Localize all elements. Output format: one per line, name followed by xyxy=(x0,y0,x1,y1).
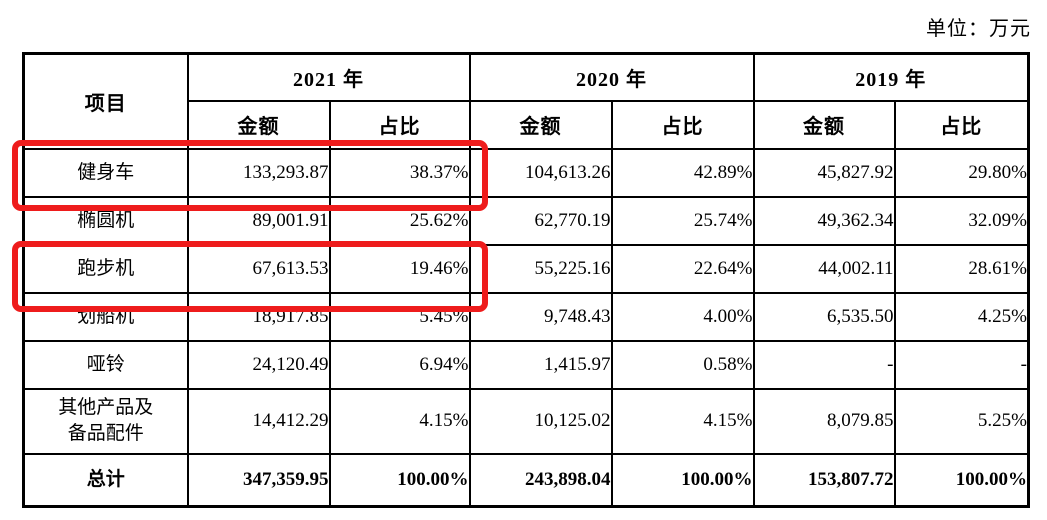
cell-share-2019: 5.25% xyxy=(893,387,1030,455)
cell-share-2021: 100.00% xyxy=(328,452,471,508)
cell-share-2020: 22.64% xyxy=(610,243,755,294)
cell-share-2019: 100.00% xyxy=(893,452,1030,508)
cell-share-2021: 38.37% xyxy=(328,147,471,198)
cell-amount-2019: - xyxy=(752,339,896,390)
cell-amount-2020: 243,898.04 xyxy=(468,452,613,508)
cell-amount-2019: 6,535.50 xyxy=(752,291,896,342)
cell-amount-2020: 62,770.19 xyxy=(468,195,613,246)
cell-share-2021: 5.45% xyxy=(328,291,471,342)
unit-label: 单位：万元 xyxy=(926,18,1031,40)
col-header-amount-2021: 金额 xyxy=(186,99,331,150)
cell-amount-2021: 14,412.29 xyxy=(186,387,331,455)
row-label: 划船机 xyxy=(22,291,189,342)
cell-amount-2019: 8,079.85 xyxy=(752,387,896,455)
cell-amount-2019: 49,362.34 xyxy=(752,195,896,246)
cell-share-2019: 4.25% xyxy=(893,291,1030,342)
cell-amount-2021: 89,001.91 xyxy=(186,195,331,246)
table-row-rowing-machine: 划船机 18,917.85 5.45% 9,748.43 4.00% 6,535… xyxy=(22,291,1030,342)
revenue-by-product-table: 项目 2021 年 2020 年 2019 年 金额 占比 金额 占比 金额 占… xyxy=(22,52,1030,508)
row-label: 其他产品及 备品配件 xyxy=(22,387,189,455)
col-header-year-2019: 2019 年 xyxy=(752,52,1030,102)
cell-amount-2021: 67,613.53 xyxy=(186,243,331,294)
row-label: 哑铃 xyxy=(22,339,189,390)
col-header-share-2021: 占比 xyxy=(328,99,471,150)
table-row-exercise-bike: 健身车 133,293.87 38.37% 104,613.26 42.89% … xyxy=(22,147,1030,198)
cell-amount-2021: 24,120.49 xyxy=(186,339,331,390)
cell-amount-2020: 9,748.43 xyxy=(468,291,613,342)
row-label: 跑步机 xyxy=(22,243,189,294)
cell-share-2020: 4.00% xyxy=(610,291,755,342)
cell-share-2020: 25.74% xyxy=(610,195,755,246)
table-row-elliptical: 椭圆机 89,001.91 25.62% 62,770.19 25.74% 49… xyxy=(22,195,1030,246)
cell-amount-2019: 153,807.72 xyxy=(752,452,896,508)
row-label: 总计 xyxy=(22,452,189,508)
cell-share-2020: 0.58% xyxy=(610,339,755,390)
row-label: 健身车 xyxy=(22,147,189,198)
table-row-other-products: 其他产品及 备品配件 14,412.29 4.15% 10,125.02 4.1… xyxy=(22,387,1030,455)
cell-amount-2020: 1,415.97 xyxy=(468,339,613,390)
cell-share-2019: 32.09% xyxy=(893,195,1030,246)
cell-share-2020: 42.89% xyxy=(610,147,755,198)
table-header-year-row: 项目 2021 年 2020 年 2019 年 xyxy=(22,52,1030,150)
col-header-share-2019: 占比 xyxy=(893,99,1030,150)
cell-amount-2020: 55,225.16 xyxy=(468,243,613,294)
col-header-item: 项目 xyxy=(22,52,189,150)
cell-share-2019: - xyxy=(893,339,1030,390)
cell-amount-2021: 347,359.95 xyxy=(186,452,331,508)
cell-amount-2020: 104,613.26 xyxy=(468,147,613,198)
table-row-treadmill: 跑步机 67,613.53 19.46% 55,225.16 22.64% 44… xyxy=(22,243,1030,294)
col-header-share-2020: 占比 xyxy=(610,99,755,150)
col-header-year-2020: 2020 年 xyxy=(468,52,755,102)
cell-share-2021: 6.94% xyxy=(328,339,471,390)
cell-amount-2019: 44,002.11 xyxy=(752,243,896,294)
cell-amount-2019: 45,827.92 xyxy=(752,147,896,198)
cell-amount-2021: 18,917.85 xyxy=(186,291,331,342)
cell-share-2019: 29.80% xyxy=(893,147,1030,198)
col-header-amount-2020: 金额 xyxy=(468,99,613,150)
cell-share-2020: 4.15% xyxy=(610,387,755,455)
cell-amount-2021: 133,293.87 xyxy=(186,147,331,198)
cell-share-2021: 25.62% xyxy=(328,195,471,246)
cell-share-2020: 100.00% xyxy=(610,452,755,508)
cell-share-2021: 4.15% xyxy=(328,387,471,455)
cell-share-2021: 19.46% xyxy=(328,243,471,294)
row-label: 椭圆机 xyxy=(22,195,189,246)
cell-amount-2020: 10,125.02 xyxy=(468,387,613,455)
cell-share-2019: 28.61% xyxy=(893,243,1030,294)
col-header-amount-2019: 金额 xyxy=(752,99,896,150)
table-row-total: 总计 347,359.95 100.00% 243,898.04 100.00%… xyxy=(22,452,1030,508)
col-header-year-2021: 2021 年 xyxy=(186,52,471,102)
table-row-dumbbell: 哑铃 24,120.49 6.94% 1,415.97 0.58% - - xyxy=(22,339,1030,390)
